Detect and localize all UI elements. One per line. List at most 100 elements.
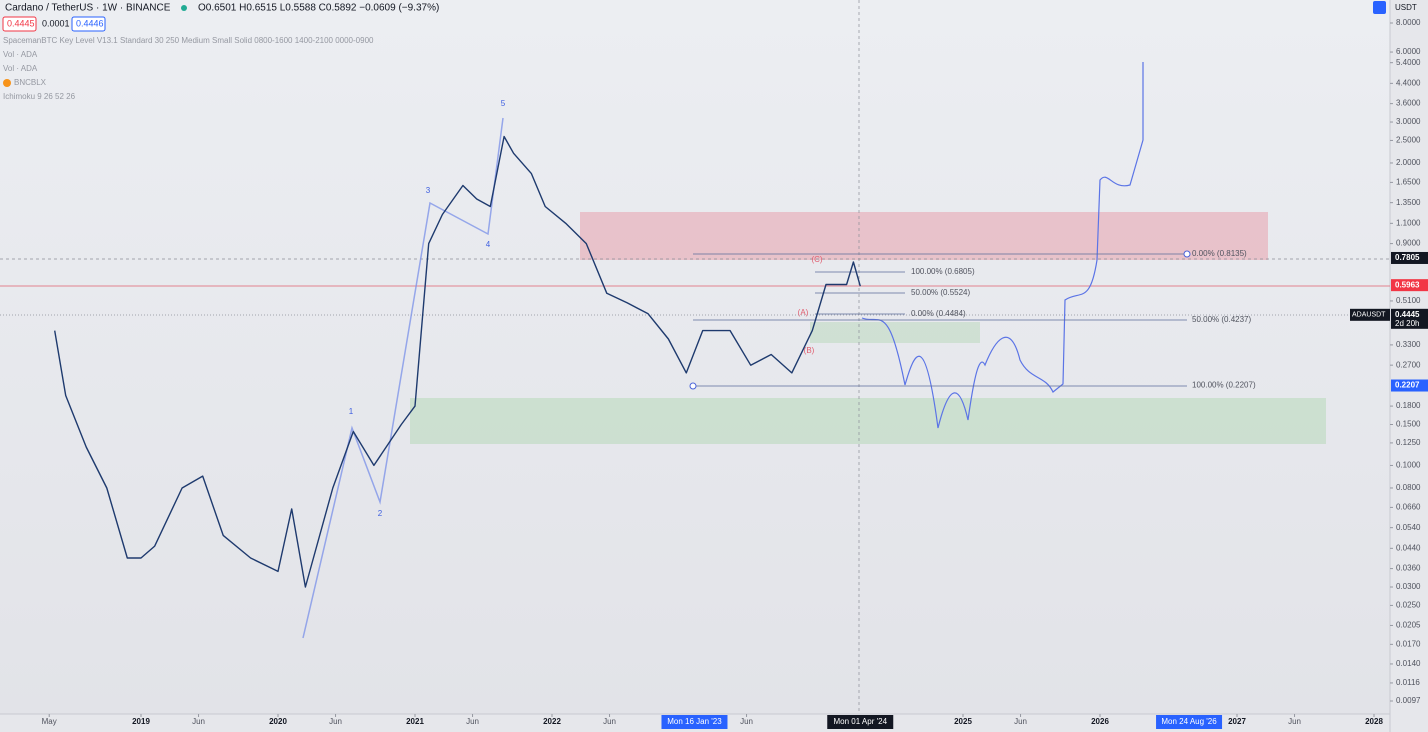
y-tick-label: 5.4000 xyxy=(1396,58,1421,67)
dynamic-layer: 8.0000 6.0000 5.4000 4.4000 3.6000 3.0000 2.50… xyxy=(42,18,1428,729)
x-tick-label: 2028 xyxy=(1365,717,1383,726)
buy-box[interactable] xyxy=(71,16,106,32)
time-marker: Mon 24 Aug '26 xyxy=(1161,717,1217,726)
wave-label: (A) xyxy=(798,308,809,317)
ohlc: O0.6501 H0.6515 L0.5588 C0.5892 −0.0609 … xyxy=(198,3,439,14)
price-label-bg xyxy=(1391,379,1428,392)
price-label: 0.5963 xyxy=(1395,280,1420,289)
y-tick-label: 1.1000 xyxy=(1396,218,1421,227)
fib-label: 50.00% (0.5524) xyxy=(911,288,970,297)
x-tick-label: 2022 xyxy=(543,717,561,726)
wave-label: (B) xyxy=(804,346,815,355)
fib-label: 50.00% (0.4237) xyxy=(1192,315,1251,324)
anchor[interactable] xyxy=(689,382,697,390)
y-tick-label: 0.0800 xyxy=(1396,483,1421,492)
price-axis xyxy=(1390,0,1428,732)
price-label-bg xyxy=(1391,279,1428,292)
time-marker-bg xyxy=(827,715,894,729)
y-tick-label: 1.3500 xyxy=(1396,198,1421,207)
countdown: 2d 20h xyxy=(1395,319,1419,328)
y-tick-label: 0.1250 xyxy=(1396,438,1421,447)
y-tick-label: 1.6500 xyxy=(1396,178,1421,187)
price-line xyxy=(54,135,861,588)
indicator[interactable]: Vol · ADA xyxy=(3,64,38,73)
y-tick-label: 0.5100 xyxy=(1396,296,1421,305)
wave-label: 5 xyxy=(501,99,506,108)
indicator[interactable]: SpacemanBTC Key Level V13.1 Standard 30 … xyxy=(3,36,374,45)
ask[interactable]: 0.4446 xyxy=(76,18,104,28)
symbol-label-bg xyxy=(1350,308,1390,321)
y-tick-label: 0.1800 xyxy=(1396,401,1421,410)
demand-zone xyxy=(810,322,980,343)
market-status xyxy=(181,5,187,11)
y-tick-label: 0.0097 xyxy=(1396,696,1421,705)
y-tick-label: 0.0540 xyxy=(1396,523,1421,532)
bid[interactable]: 0.4445 xyxy=(7,18,35,28)
x-tick-label: May xyxy=(42,717,57,726)
y-tick-label: 3.6000 xyxy=(1396,99,1421,108)
x-tick-label: 2020 xyxy=(269,717,287,726)
y-tick-label: 0.0170 xyxy=(1396,639,1421,648)
y-tick-label: 0.0360 xyxy=(1396,564,1421,573)
settings-button[interactable] xyxy=(1373,1,1386,14)
symbol-label: ADAUSDT xyxy=(1352,312,1386,319)
indicator[interactable]: Vol · ADA xyxy=(3,50,38,59)
price-label: 0.7805 xyxy=(1395,253,1420,262)
y-tick-label: 0.1500 xyxy=(1396,420,1421,429)
y-tick-label: 3.0000 xyxy=(1396,117,1421,126)
y-tick-label: 2.0000 xyxy=(1396,158,1421,167)
projection xyxy=(861,62,1144,429)
time-marker: Mon 16 Jan '23 xyxy=(667,717,722,726)
time-marker-bg xyxy=(1156,715,1223,729)
price-label: 0.2207 xyxy=(1395,381,1420,390)
y-tick-label: 0.0250 xyxy=(1396,601,1421,610)
last-price: 0.4445 xyxy=(1395,310,1420,319)
demand-zone xyxy=(410,398,1326,444)
y-tick-label: 0.9000 xyxy=(1396,239,1421,248)
x-tick-label: 2027 xyxy=(1228,717,1246,726)
y-tick-label: 2.5000 xyxy=(1396,136,1421,145)
y-tick-label: 6.0000 xyxy=(1396,47,1421,56)
x-tick-label: 2026 xyxy=(1091,717,1109,726)
wave-label: 3 xyxy=(426,186,431,195)
x-tick-label: 2025 xyxy=(954,717,972,726)
x-tick-label: Jun xyxy=(192,717,205,726)
sell-box[interactable] xyxy=(2,16,37,32)
last-price-bg xyxy=(1391,308,1428,329)
y-tick-label: 0.0660 xyxy=(1396,503,1421,512)
y-tick-label: 0.3300 xyxy=(1396,340,1421,349)
y-tick-label: 0.0116 xyxy=(1396,678,1420,687)
y-tick-label: 0.0300 xyxy=(1396,582,1421,591)
currency[interactable]: USDT xyxy=(1395,3,1417,12)
y-tick-label: 0.0440 xyxy=(1396,543,1421,552)
time-marker-bg xyxy=(661,715,728,729)
wave-label: 1 xyxy=(349,407,354,416)
fib-label: 0.00% (0.8135) xyxy=(1192,249,1247,258)
symbol[interactable]: Cardano / TetherUS · 1W · BINANCE xyxy=(5,3,171,14)
x-tick-label: 2021 xyxy=(406,717,424,726)
y-tick-label: 0.1000 xyxy=(1396,461,1421,470)
wave-label: 2 xyxy=(378,509,383,518)
x-tick-label: Jun xyxy=(740,717,753,726)
spread: 0.0001 xyxy=(42,18,70,28)
x-tick-label: Jun xyxy=(466,717,479,726)
x-tick-label: Jun xyxy=(329,717,342,726)
y-tick-label: 0.0205 xyxy=(1396,621,1421,630)
indicator[interactable]: BNCBLX xyxy=(14,78,47,87)
plot-background xyxy=(0,0,1390,714)
y-tick-label: 0.0140 xyxy=(1396,659,1421,668)
indicator-icon xyxy=(3,79,11,87)
indicator[interactable]: Ichimoku 9 26 52 26 xyxy=(3,92,76,101)
supply-zone xyxy=(580,212,1268,260)
y-tick-label: 4.4000 xyxy=(1396,78,1421,87)
anchor[interactable] xyxy=(1183,250,1191,258)
wave-drawing xyxy=(302,117,504,639)
x-tick-label: Jun xyxy=(1288,717,1301,726)
wave-label: 4 xyxy=(486,240,491,249)
x-tick-label: 2019 xyxy=(132,717,150,726)
y-tick-label: 0.2700 xyxy=(1396,360,1421,369)
x-tick-label: Jun xyxy=(603,717,616,726)
fib-label: 100.00% (0.6805) xyxy=(911,267,975,276)
price-label-bg xyxy=(1391,251,1428,264)
